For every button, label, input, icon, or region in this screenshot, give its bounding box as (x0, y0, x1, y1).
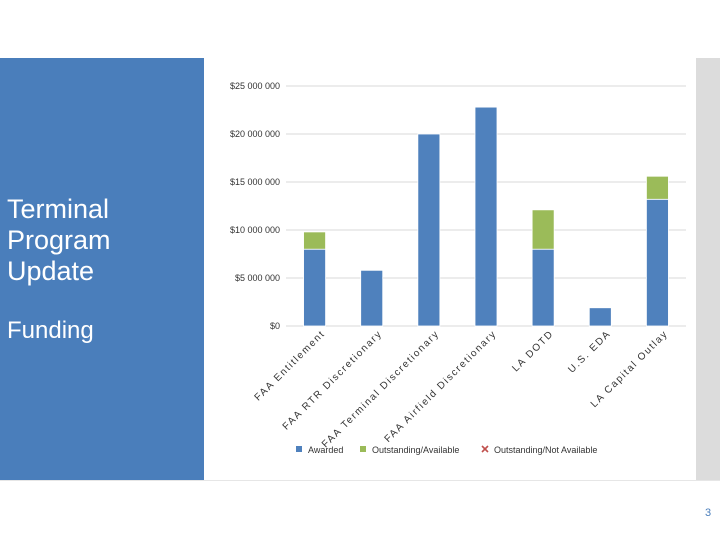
slide-subtitle: Funding (7, 317, 94, 344)
slide-title: Terminal Program Update (7, 194, 111, 286)
bar-awarded (531, 248, 555, 327)
legend-swatch (360, 446, 366, 452)
category-label: LA DOTD (510, 328, 556, 374)
bar-awarded (417, 133, 441, 327)
legend: Awarded Outstanding/Available Outstanding/… (296, 445, 597, 455)
y-tick-label: $10 000 000 (230, 225, 280, 235)
bar-outstanding-available (303, 231, 326, 250)
bar-awarded (646, 198, 669, 327)
top-band (0, 0, 720, 58)
legend-swatch (296, 446, 302, 452)
category-label: FAA RTR Discretionary (281, 328, 385, 432)
category-label: FAA Airfield Discretionary (383, 328, 500, 445)
bar-awarded (588, 307, 612, 327)
page-number: 3 (704, 507, 712, 519)
y-tick-label: $25 000 000 (230, 81, 280, 91)
y-tick-label: $0 (270, 321, 280, 331)
legend-item: Outstanding/Available (360, 445, 459, 455)
chart-panel (204, 58, 696, 480)
bars (303, 106, 669, 327)
legend-item: Awarded (296, 445, 343, 455)
legend-label: Outstanding/Not Available (494, 445, 597, 455)
y-axis-ticks: $0 $5 000 000 $10 000 000 $15 000 000 $20 00… (230, 81, 280, 331)
bar-awarded (360, 269, 384, 327)
bar-outstanding-available (646, 175, 669, 200)
y-tick-label: $5 000 000 (235, 273, 280, 283)
y-tick-label: $15 000 000 (230, 177, 280, 187)
category-label: U.S. EDA (566, 328, 613, 375)
bottom-divider (0, 480, 720, 481)
legend-item: Outstanding/Not Available (481, 445, 597, 455)
bar-awarded (474, 106, 498, 327)
side-strip (696, 58, 720, 480)
y-tick-label: $20 000 000 (230, 129, 280, 139)
title-panel (0, 58, 204, 480)
legend-label: Outstanding/Available (372, 445, 459, 455)
bar-outstanding-available (531, 209, 555, 250)
legend-label: Awarded (308, 445, 343, 455)
category-label: FAA Terminal Discretionary (320, 328, 442, 450)
bar-awarded (303, 248, 326, 327)
legend-cross-mark (481, 445, 489, 453)
